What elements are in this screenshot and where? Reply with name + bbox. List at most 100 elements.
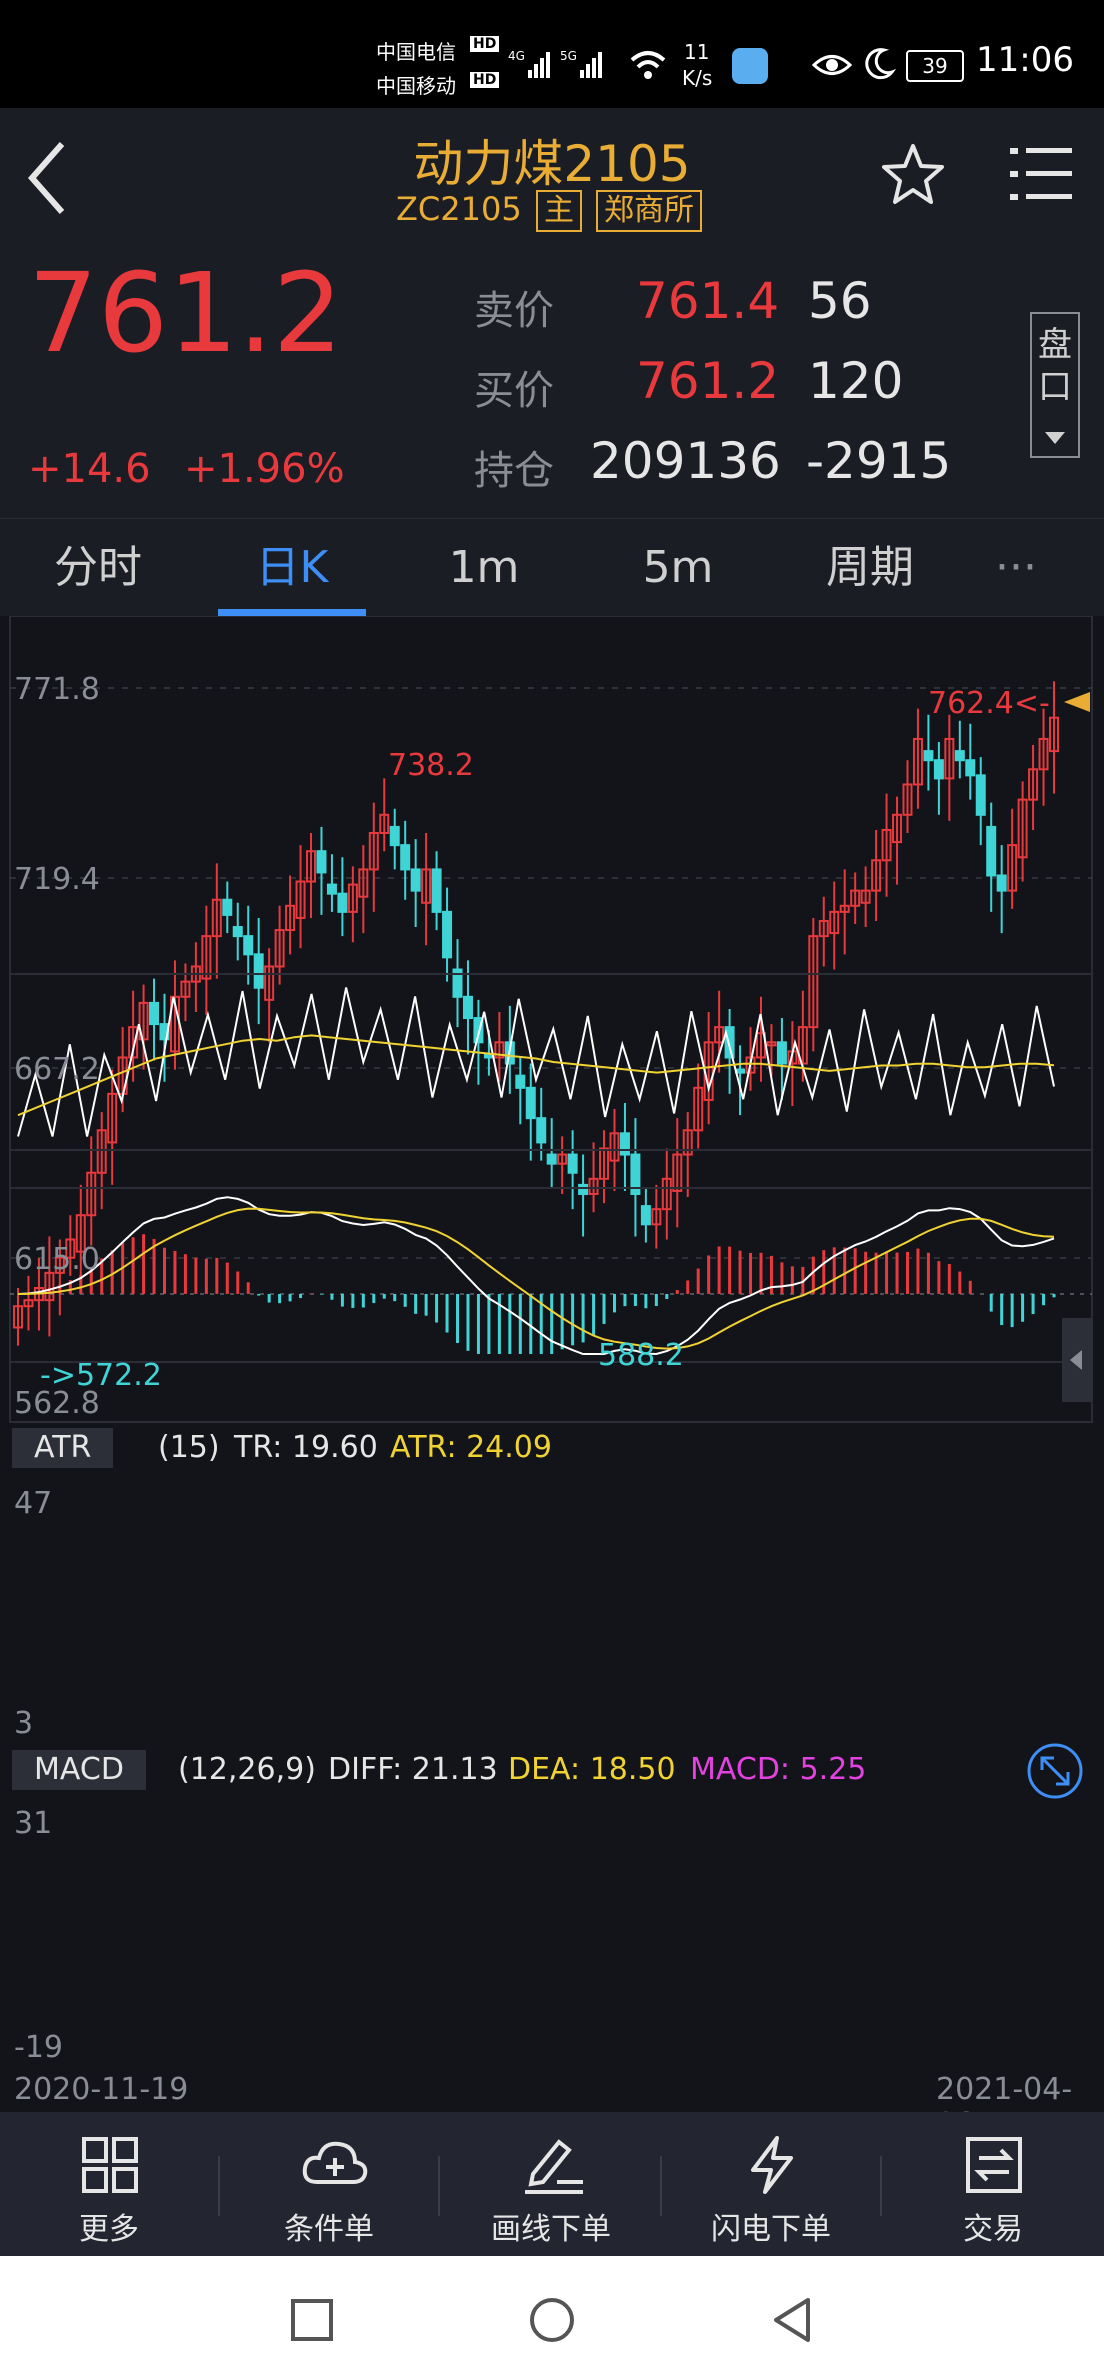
atr-atr-value: ATR: 24.09	[390, 1430, 552, 1465]
trade-button[interactable]: 交易	[898, 2112, 1088, 2256]
home-icon[interactable]	[528, 2296, 576, 2344]
svg-text:5G: 5G	[560, 49, 577, 63]
pen-line-icon	[525, 2139, 583, 2194]
kline-y-label: 667.2	[14, 1052, 100, 1087]
recents-icon[interactable]	[290, 2298, 334, 2342]
candle-body	[86, 1171, 97, 1217]
candle-body	[724, 1026, 735, 1059]
macd-params: (12,26,9)	[178, 1752, 316, 1787]
trade-label: 交易	[963, 2212, 1023, 2247]
candle-body	[201, 935, 212, 980]
flash-order-button[interactable]: 闪电下单	[676, 2112, 866, 2256]
collapse-handle[interactable]	[1062, 1318, 1092, 1402]
pankou-button[interactable]: 盘口	[1030, 312, 1080, 458]
macd-dea-value: DEA: 18.50	[508, 1752, 676, 1787]
candle-body	[954, 750, 965, 762]
candle-body	[525, 1086, 536, 1120]
eye-icon	[812, 55, 852, 75]
menu-icon[interactable]	[1010, 146, 1072, 202]
svg-text:4G: 4G	[508, 49, 525, 63]
candle-body	[892, 813, 903, 844]
conditional-order-label: 条件单	[284, 2212, 374, 2247]
candle-body	[222, 898, 233, 916]
macd-name: MACD	[34, 1752, 124, 1787]
macd-y-top: 31	[14, 1806, 53, 1841]
fullscreen-icon[interactable]	[1026, 1742, 1084, 1800]
candle-body	[379, 813, 390, 835]
candle-body	[839, 904, 850, 913]
candle-body	[766, 1041, 777, 1047]
candle-body	[306, 850, 317, 883]
candle-body	[96, 1129, 107, 1174]
pankou-label: 盘口	[1038, 325, 1072, 407]
candle-body	[128, 1026, 139, 1059]
bid-label: 买价	[474, 368, 554, 414]
system-nav-bar	[0, 2256, 1104, 2376]
tab-1m[interactable]: 1m	[448, 542, 520, 593]
candle-body	[316, 850, 327, 874]
open-interest-change: -2915	[806, 432, 952, 490]
tab-5m[interactable]: 5m	[642, 542, 714, 593]
status-bar: 中国电信 中国移动 HD HD 4G 5G 11 K/s 39 11:06	[0, 0, 1104, 108]
candle-body	[337, 892, 348, 913]
candle-body	[326, 883, 337, 895]
ask-label: 卖价	[474, 288, 554, 334]
candle-body	[180, 980, 191, 998]
atr-indicator-selector[interactable]: ATR	[12, 1428, 114, 1468]
more-button[interactable]: 更多	[14, 2112, 204, 2256]
atr-tr-value: TR: 19.60	[234, 1430, 378, 1465]
hd-badge-2: HD	[470, 72, 500, 88]
candle-body	[483, 1053, 494, 1059]
candle-body	[442, 910, 453, 959]
candle-body	[860, 889, 871, 904]
tab-timeshare[interactable]: 分时	[54, 542, 142, 593]
toolbar-divider	[438, 2156, 440, 2216]
macd-hist-value: MACD: 5.25	[690, 1752, 867, 1787]
tab-daily-k[interactable]: 日K	[255, 542, 329, 593]
candle-body	[65, 1238, 76, 1259]
candle-body	[850, 889, 861, 907]
candle-body	[462, 995, 473, 1020]
candle-body	[567, 1153, 578, 1174]
back-icon[interactable]	[22, 138, 72, 218]
candle-body	[661, 1177, 672, 1211]
candle-body	[588, 1177, 599, 1195]
favorite-star-icon[interactable]	[880, 142, 946, 208]
cloud-plus-icon	[302, 2141, 368, 2184]
exchange-icon	[966, 2137, 1022, 2193]
tab-period[interactable]: 周期	[826, 542, 914, 593]
candle-body	[232, 926, 243, 938]
caret-down-icon	[1045, 432, 1065, 444]
candle-body	[494, 1041, 505, 1059]
toolbar-divider	[218, 2156, 220, 2216]
tab-more[interactable]: ···	[995, 542, 1037, 593]
main-contract-badge: 主	[536, 190, 582, 232]
draw-line-order-button[interactable]: 画线下单	[456, 2112, 646, 2256]
kline-low-label: 588.2	[598, 1338, 684, 1373]
candle-body	[776, 1041, 787, 1065]
kline-last-marker: 762.4<-	[928, 686, 1050, 721]
net-speed-unit: K/s	[682, 66, 713, 90]
kline-y-label: 562.8	[14, 1386, 100, 1421]
macd-indicator-selector[interactable]: MACD	[12, 1750, 146, 1790]
conditional-order-button[interactable]: 条件单	[234, 2112, 424, 2256]
net-speed: 11	[684, 40, 710, 64]
draw-line-order-label: 画线下单	[491, 2212, 611, 2247]
candle-body	[1028, 768, 1039, 801]
macd-y-bottom: -19	[14, 2030, 63, 2065]
battery-icon: 39	[906, 50, 964, 82]
kline-chart[interactable]	[0, 616, 1104, 2112]
candle-body	[138, 1001, 149, 1041]
toolbar-divider	[660, 2156, 662, 2216]
lightning-icon	[751, 2136, 793, 2194]
candle-body	[13, 1305, 23, 1329]
back-nav-icon[interactable]	[770, 2296, 814, 2344]
candle-body	[149, 1001, 160, 1026]
bottom-toolbar: 更多 条件单 画线下单 闪电下单 交易	[0, 2112, 1104, 2256]
candle-body	[410, 868, 421, 892]
atr-y-bottom: 3	[14, 1706, 34, 1741]
candle-body	[986, 825, 997, 877]
exchange-badge: 郑商所	[596, 190, 702, 232]
bid-price: 761.2	[636, 352, 780, 410]
candle-body	[818, 919, 829, 938]
